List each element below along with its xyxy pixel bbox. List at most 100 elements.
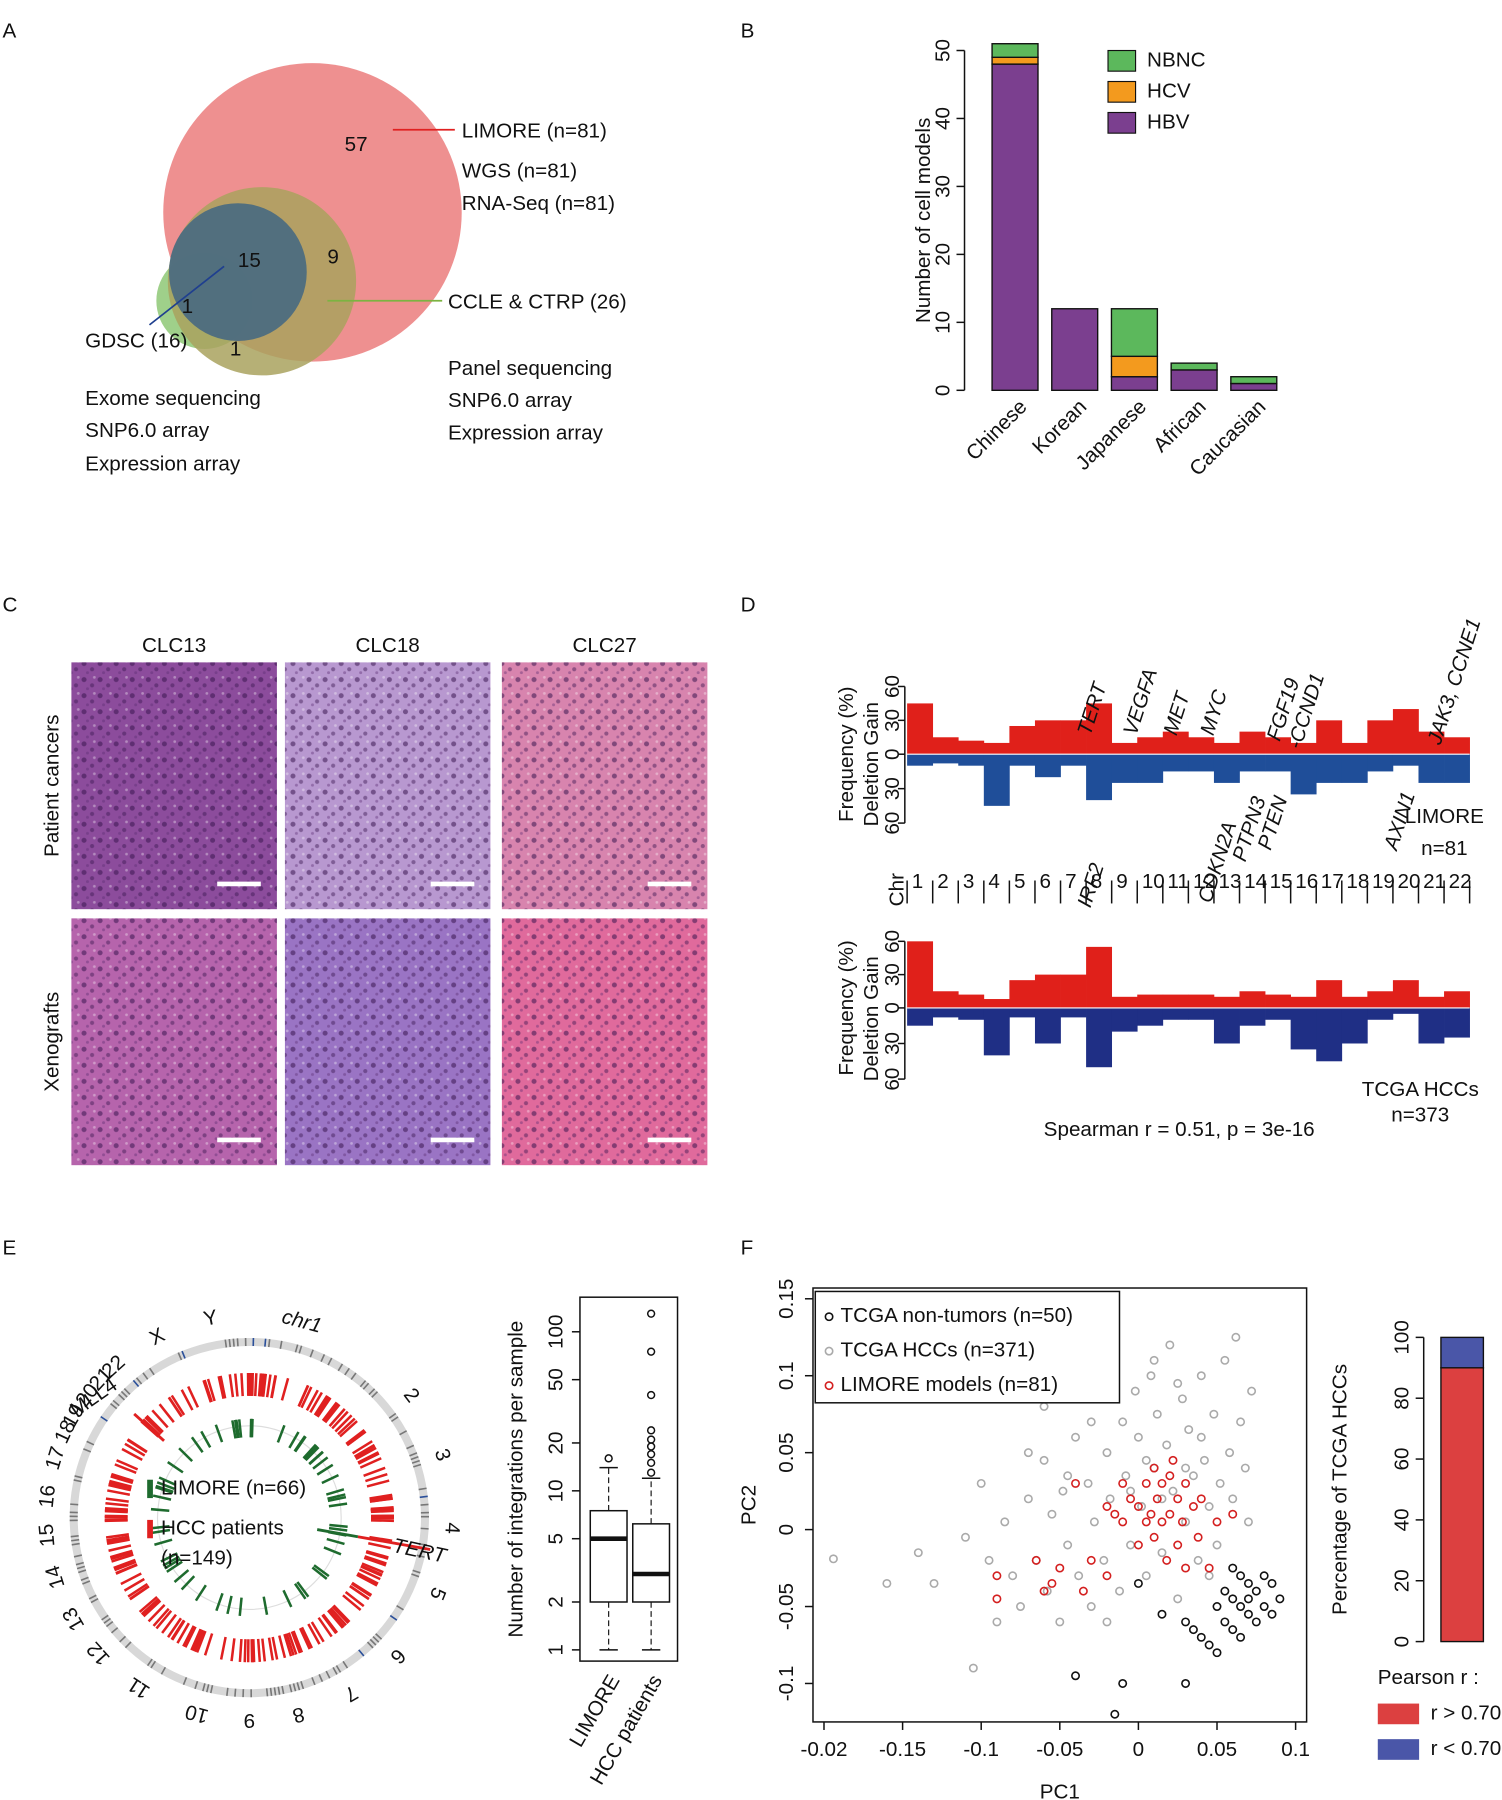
chromosome-label: 7: [340, 1681, 361, 1707]
integration-tick: [105, 1533, 129, 1539]
legend-swatch: [1377, 1739, 1420, 1760]
point: [1243, 1517, 1253, 1527]
chromosome-label: 5: [1014, 870, 1025, 893]
chromosome-label: 17: [41, 1444, 70, 1473]
legend-marker: [824, 1346, 834, 1356]
ideogram-band: [409, 1452, 418, 1457]
deletion-bar: [1418, 754, 1445, 783]
deletion-bar: [1213, 1007, 1240, 1044]
integration-tick: [300, 1626, 314, 1649]
deletion-bar: [1367, 1007, 1394, 1020]
integration-tick: [124, 1442, 146, 1457]
chromosome-label: 10: [183, 1700, 211, 1728]
point: [1133, 1432, 1143, 1442]
integration-tick: [238, 1638, 243, 1663]
cohort-label: LIMORE: [1405, 805, 1484, 828]
set-name: CCLE & CTRP (26): [448, 291, 627, 314]
integration-tick: [262, 1596, 269, 1615]
deletion-bar: [1188, 1007, 1215, 1020]
ideogram-band: [281, 1685, 285, 1695]
deletion-bar: [1137, 1007, 1164, 1026]
integration-tick: [369, 1497, 393, 1503]
gain-label: Gain: [860, 956, 883, 1000]
integration-tick: [296, 1581, 310, 1598]
panel-letter: E: [3, 1236, 17, 1259]
chromosome-label: 2: [937, 870, 948, 893]
outlier: [646, 1435, 656, 1444]
track-label: HCC patients: [161, 1517, 284, 1540]
y-tick-label: 60: [881, 930, 904, 953]
point: [1042, 1586, 1052, 1596]
integration-tick: [180, 1389, 194, 1411]
ideogram-band: [70, 1503, 79, 1506]
integration-tick: [331, 1605, 350, 1625]
legend-swatch: [1107, 80, 1137, 103]
x-axis-label: PC1: [1040, 1781, 1080, 1800]
point: [1243, 1609, 1253, 1619]
ideogram-band: [358, 1649, 365, 1657]
ideogram-band: [294, 1344, 299, 1353]
ideogram-band: [419, 1495, 428, 1499]
integration-tick: [162, 1555, 180, 1567]
point: [992, 1571, 1002, 1581]
point: [1133, 1540, 1143, 1550]
chromosome-label: 19: [1372, 870, 1395, 893]
point: [1115, 1586, 1125, 1596]
set-detail: Exome sequencing: [85, 387, 261, 410]
region-count: 57: [345, 133, 368, 156]
y-tick-label: 60: [881, 675, 904, 698]
region-count: 1: [230, 338, 242, 361]
set-detail: Expression array: [85, 452, 241, 475]
integration-tick: [129, 1585, 150, 1601]
y-axis-label: Frequency (%): [835, 686, 858, 821]
integration-tick: [276, 1424, 286, 1443]
point: [1039, 1586, 1049, 1596]
highlight-tick: [133, 1412, 165, 1442]
deletion-bar: [1392, 1007, 1419, 1014]
y-tick-label: 0.05: [775, 1433, 798, 1473]
point: [882, 1578, 892, 1588]
point: [1243, 1578, 1253, 1588]
integration-tick: [297, 1384, 310, 1407]
ideogram-band: [366, 1641, 374, 1649]
integration-tick: [259, 1373, 264, 1397]
point: [1071, 1671, 1080, 1681]
set-detail: WGS (n=81): [462, 160, 577, 183]
point: [1177, 1517, 1187, 1527]
integration-tick: [339, 1420, 358, 1438]
integration-tick: [123, 1577, 145, 1592]
y-tick-label: 0: [881, 748, 904, 760]
point: [1173, 1540, 1183, 1550]
point: [1121, 1471, 1131, 1481]
point: [1236, 1632, 1246, 1642]
integration-tick: [267, 1637, 274, 1661]
point: [1152, 1409, 1162, 1419]
bar-segment: [1110, 355, 1159, 378]
integration-tick: [323, 1546, 342, 1556]
point: [1071, 1478, 1080, 1488]
point: [1141, 1517, 1151, 1527]
integration-tick: [120, 1572, 142, 1586]
integration-tick: [351, 1581, 373, 1597]
point: [1157, 1478, 1167, 1488]
integration-tick: [191, 1629, 204, 1652]
deletion-bar: [1086, 754, 1113, 801]
integration-tick: [309, 1391, 323, 1413]
integration-tick: [158, 1476, 177, 1487]
ideogram-band: [80, 1576, 89, 1581]
deletion-bar: [907, 754, 934, 766]
integration-tick: [116, 1459, 139, 1471]
y-tick-label: 5: [544, 1533, 567, 1544]
chromosome-label: 9: [244, 1709, 256, 1732]
ideogram-band: [337, 1363, 344, 1372]
ideogram-band: [101, 1614, 109, 1621]
outlier: [646, 1390, 656, 1400]
ideogram-band: [70, 1535, 79, 1538]
x-tick-label: 0.05: [1197, 1738, 1237, 1761]
region-count: 15: [238, 249, 261, 272]
bar-segment: [1170, 362, 1218, 371]
chromosome-label: 1: [912, 870, 924, 893]
point: [1063, 1540, 1073, 1550]
legend-swatch: [1377, 1703, 1420, 1725]
point: [1102, 1448, 1112, 1458]
